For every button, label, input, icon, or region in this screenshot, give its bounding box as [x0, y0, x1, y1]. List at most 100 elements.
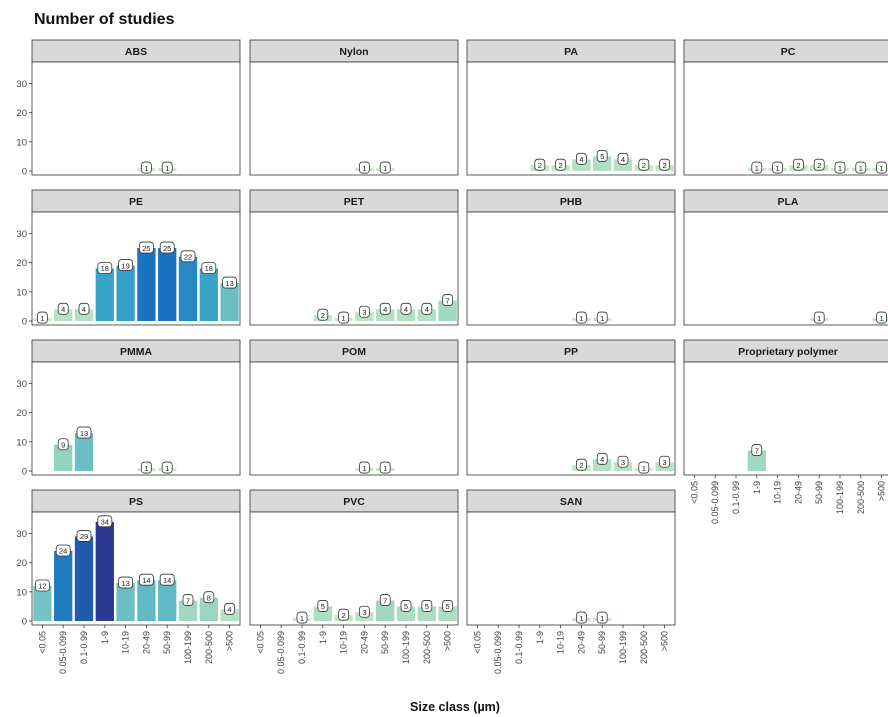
data-label-box: [140, 461, 152, 474]
data-label-box: [576, 458, 587, 471]
data-label-box: [379, 161, 391, 174]
data-label: 1: [880, 314, 884, 323]
data-label-box: [772, 161, 783, 174]
data-label: 2: [817, 161, 821, 170]
data-label: 2: [559, 161, 563, 170]
chart-title: Number of studies: [34, 11, 175, 28]
bar: [613, 159, 633, 171]
data-label-box: [400, 600, 412, 612]
data-label-box: [57, 302, 69, 315]
data-label-box: [182, 594, 194, 606]
data-label-box: [596, 311, 608, 324]
data-label: 4: [82, 305, 86, 314]
data-label-box: [161, 161, 173, 174]
data-label: 1: [755, 164, 759, 173]
data-label: 4: [425, 305, 429, 314]
bar: [116, 583, 135, 621]
bar: [747, 450, 766, 471]
bar: [95, 521, 114, 621]
facet-plot-area: [466, 361, 676, 476]
data-label-box: [317, 308, 329, 321]
data-label: 1: [342, 314, 346, 323]
data-label: 2: [579, 461, 583, 470]
data-label: 14: [163, 576, 171, 585]
data-label: 1: [838, 164, 842, 173]
x-tick-label: 1-9: [318, 631, 328, 644]
x-tick-label: 200-500: [204, 631, 214, 664]
bar: [438, 300, 457, 321]
data-label: 1: [165, 164, 169, 173]
data-label: 1: [40, 314, 44, 323]
data-label: 1: [383, 464, 387, 473]
bar: [95, 268, 114, 321]
bar: [199, 597, 218, 621]
data-label: 2: [538, 161, 542, 170]
x-tick-label: 1-9: [752, 481, 762, 494]
x-tick-label: 20-49: [793, 481, 803, 504]
data-label: 3: [663, 458, 667, 467]
data-label-box: [534, 158, 546, 171]
facet-panel: PC 1 1 2 2 1 1 1: [683, 39, 888, 176]
data-label: 18: [101, 264, 109, 273]
data-label-box: [855, 161, 867, 174]
data-label-box: [224, 602, 236, 615]
data-label: 2: [663, 161, 667, 170]
x-tick-label: <0.05: [255, 631, 265, 654]
data-label-box: [576, 152, 587, 165]
x-tick-label: 50-99: [597, 631, 607, 654]
data-label-box: [97, 515, 113, 528]
x-tick-label: <0.05: [472, 631, 482, 654]
data-label: 25: [163, 244, 171, 253]
data-label: 2: [321, 311, 325, 320]
facet-panel: PVC 1 5 2 3 7 5 5 5 <0.05 0.05-0.099 0.1-0.99 1-9 10-…: [249, 489, 459, 674]
bar: [220, 283, 239, 321]
x-tick-label: 20-49: [141, 631, 151, 654]
data-label-box: [37, 311, 48, 324]
data-label: 22: [184, 253, 192, 262]
data-label: 1: [165, 464, 169, 473]
data-label-box: [659, 455, 670, 468]
y-tick-label: 0: [22, 617, 27, 628]
y-tick-label: 0: [22, 167, 27, 178]
facet-panel: PA 2 2 4 5 4 2 2: [466, 39, 676, 176]
data-label: 7: [186, 596, 190, 605]
data-label: 13: [225, 279, 233, 288]
facet-panel: PHB 1 1: [466, 189, 676, 326]
data-label: 2: [342, 611, 346, 620]
data-label-box: [442, 294, 454, 306]
data-label: 4: [579, 155, 583, 164]
x-tick-label: 20-49: [576, 631, 586, 654]
facet-panel: ABS 0 10 20 30 1 1: [16, 39, 241, 178]
facet-panel: PET 2 1 3 4 4 4 7: [249, 189, 459, 326]
bar: [178, 600, 198, 621]
data-label: 18: [205, 264, 213, 273]
facet-strip-label: PHB: [560, 196, 583, 208]
data-label-box: [793, 158, 804, 171]
data-label-box: [813, 311, 825, 324]
data-label: 24: [59, 547, 67, 556]
data-label-box: [596, 452, 608, 465]
y-tick-label: 0: [22, 317, 27, 328]
facet-strip-label: ABS: [125, 46, 147, 58]
x-tick-label: 10-19: [556, 631, 566, 654]
x-tick-label: 1-9: [535, 631, 545, 644]
x-tick-label: 10-19: [773, 481, 783, 504]
x-tick-label: >500: [225, 631, 235, 651]
facet-plot-area: [683, 361, 888, 476]
bar: [158, 580, 177, 621]
data-label-box: [138, 241, 154, 254]
bar: [116, 265, 135, 321]
bar: [376, 309, 395, 321]
data-label: 25: [142, 244, 150, 253]
y-tick-label: 30: [16, 79, 27, 90]
bar: [178, 256, 198, 321]
data-label: 7: [446, 296, 450, 305]
data-label: 1: [600, 614, 604, 623]
data-label: 1: [383, 164, 387, 173]
data-label: 1: [362, 164, 366, 173]
bar: [74, 433, 94, 471]
bar: [54, 444, 73, 471]
facet-panel: PMMA 0 10 20 30 9 13 1 1: [16, 339, 241, 478]
x-tick-label: 0.1-0.99: [297, 631, 307, 664]
